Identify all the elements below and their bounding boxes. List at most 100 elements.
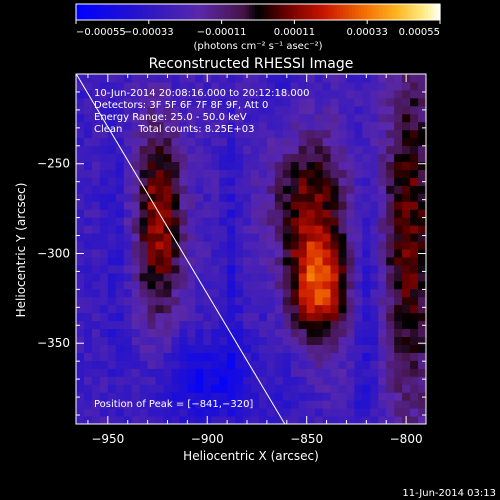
heatmap-cell xyxy=(258,392,268,401)
heatmap-cell xyxy=(107,217,117,226)
heatmap-cell xyxy=(314,193,324,202)
heatmap-cell xyxy=(235,169,244,178)
heatmap-cell xyxy=(76,280,85,290)
heatmap-cell xyxy=(338,392,347,401)
heatmap-cell xyxy=(330,129,339,139)
heatmap-cell xyxy=(99,360,109,369)
heatmap-cell xyxy=(195,241,204,250)
heatmap-cell xyxy=(131,193,141,202)
heatmap-cell xyxy=(306,137,316,147)
heatmap-cell xyxy=(266,74,276,83)
heatmap-cell xyxy=(179,336,188,345)
heatmap-cell xyxy=(282,169,292,178)
heatmap-cell xyxy=(147,384,157,393)
heatmap-cell xyxy=(91,241,101,250)
heatmap-cell xyxy=(171,336,180,345)
colorbar-cell xyxy=(276,4,280,20)
heatmap-cell xyxy=(115,264,125,274)
heatmap-cell xyxy=(410,121,419,131)
heatmap-cell xyxy=(306,209,316,218)
heatmap-cell xyxy=(362,233,371,242)
heatmap-cell xyxy=(123,74,133,83)
heatmap-cell xyxy=(195,137,204,147)
heatmap-cell xyxy=(274,137,284,147)
heatmap-cell xyxy=(243,74,252,83)
heatmap-cell xyxy=(243,145,252,155)
heatmap-cell xyxy=(171,145,180,155)
colorbar-cell xyxy=(248,4,253,20)
heatmap-cell xyxy=(394,177,403,186)
heatmap-cell xyxy=(314,304,324,314)
heatmap-cell xyxy=(290,105,300,115)
heatmap-cell xyxy=(91,320,101,330)
heatmap-cell xyxy=(370,233,379,242)
heatmap-cell xyxy=(402,384,411,393)
heatmap-cell xyxy=(115,113,125,123)
heatmap-cell xyxy=(203,241,212,250)
heatmap-cell xyxy=(290,384,300,393)
heatmap-cell xyxy=(155,256,164,266)
heatmap-cell xyxy=(418,408,426,417)
heatmap-cell xyxy=(418,280,426,290)
heatmap-cell xyxy=(274,408,284,417)
heatmap-cell xyxy=(187,121,196,131)
heatmap-cell xyxy=(139,312,149,322)
heatmap-cell xyxy=(282,344,292,353)
heatmap-cell xyxy=(171,121,180,131)
heatmap-cell xyxy=(274,264,284,274)
heatmap-cell xyxy=(251,400,260,409)
heatmap-cell xyxy=(314,376,324,385)
heatmap-cell xyxy=(402,249,411,258)
heatmap-cell xyxy=(346,201,355,210)
heatmap-cell xyxy=(314,320,324,330)
heatmap-cell xyxy=(306,288,316,298)
heatmap-cell xyxy=(219,416,228,424)
heatmap-cell xyxy=(83,280,93,290)
heatmap-cell xyxy=(362,384,371,393)
colorbar-cell xyxy=(342,4,347,20)
heatmap-cell xyxy=(370,185,379,194)
heatmap-cell xyxy=(346,177,355,186)
heatmap-cell xyxy=(179,121,188,131)
heatmap-cell xyxy=(243,392,252,401)
heatmap-cell xyxy=(290,249,300,258)
heatmap-cell xyxy=(83,312,93,322)
heatmap-cell xyxy=(378,129,387,139)
heatmap-cell xyxy=(99,233,109,242)
heatmap-cell xyxy=(147,416,157,424)
heatmap-cell xyxy=(266,352,276,361)
heatmap-cell xyxy=(402,360,411,369)
heatmap-cell xyxy=(338,89,347,99)
heatmap-cell xyxy=(362,256,371,266)
heatmap-cell xyxy=(346,89,355,99)
heatmap-cell xyxy=(91,416,101,424)
heatmap-cell xyxy=(115,89,125,99)
heatmap-cell xyxy=(243,272,252,282)
colorbar-cell xyxy=(185,4,189,20)
heatmap-cell xyxy=(123,320,133,330)
heatmap-cell xyxy=(298,105,308,115)
heatmap-cell xyxy=(76,304,85,314)
heatmap-cell xyxy=(282,185,292,194)
colorbar-cell xyxy=(345,4,350,20)
heatmap-cell xyxy=(171,368,180,377)
heatmap-cell xyxy=(282,209,292,218)
info-energy-range: Energy Range: 25.0 - 50.0 keV xyxy=(94,112,247,123)
heatmap-cell xyxy=(107,241,117,250)
heatmap-cell xyxy=(251,296,260,306)
heatmap-cell xyxy=(171,177,180,186)
heatmap-cell xyxy=(179,145,188,155)
heatmap-cell xyxy=(243,217,252,226)
heatmap-cell xyxy=(187,280,196,290)
heatmap-cell xyxy=(187,225,196,234)
heatmap-cell xyxy=(203,280,212,290)
heatmap-cell xyxy=(123,296,133,306)
heatmap-cell xyxy=(330,304,339,314)
heatmap-cell xyxy=(163,217,172,226)
heatmap-cell xyxy=(402,81,411,91)
heatmap-cell xyxy=(219,336,228,345)
heatmap-cell xyxy=(91,145,101,155)
heatmap-cell xyxy=(346,376,355,385)
heatmap-cell xyxy=(266,376,276,385)
heatmap-cell xyxy=(139,384,149,393)
